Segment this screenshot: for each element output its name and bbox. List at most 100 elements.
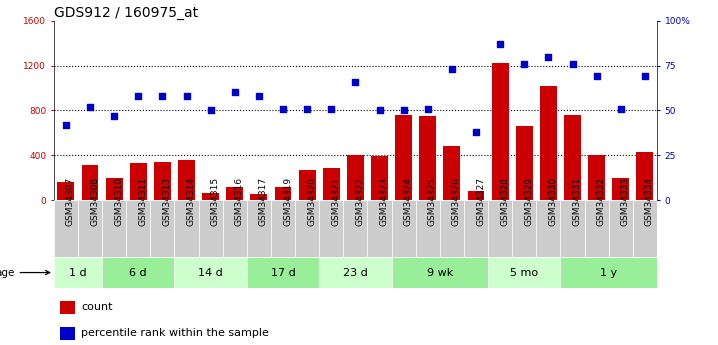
Bar xyxy=(492,63,508,200)
FancyBboxPatch shape xyxy=(54,200,78,257)
FancyBboxPatch shape xyxy=(174,257,247,288)
Point xyxy=(615,106,627,111)
FancyBboxPatch shape xyxy=(609,200,633,257)
Text: percentile rank within the sample: percentile rank within the sample xyxy=(81,328,269,338)
Point xyxy=(108,113,120,119)
Bar xyxy=(274,187,292,200)
FancyBboxPatch shape xyxy=(633,200,657,257)
FancyBboxPatch shape xyxy=(199,200,223,257)
FancyBboxPatch shape xyxy=(416,200,440,257)
Text: age: age xyxy=(0,268,50,277)
Point xyxy=(470,129,482,135)
Text: GSM34331: GSM34331 xyxy=(572,177,582,226)
Text: GSM34326: GSM34326 xyxy=(452,177,461,226)
Bar xyxy=(251,194,267,200)
Text: 1 d: 1 d xyxy=(69,268,87,277)
Text: GSM34334: GSM34334 xyxy=(645,177,654,226)
Bar xyxy=(467,191,485,200)
Text: GSM34320: GSM34320 xyxy=(307,177,316,226)
Point xyxy=(181,93,192,99)
Bar xyxy=(178,160,195,200)
Point xyxy=(84,104,95,110)
FancyBboxPatch shape xyxy=(584,200,609,257)
FancyBboxPatch shape xyxy=(247,200,271,257)
Text: GSM34327: GSM34327 xyxy=(476,177,485,226)
Point xyxy=(350,79,361,85)
Point xyxy=(325,106,337,111)
Text: GSM34325: GSM34325 xyxy=(428,177,437,226)
Point xyxy=(567,61,578,67)
Bar xyxy=(395,115,412,200)
Bar xyxy=(516,126,533,200)
Bar xyxy=(106,178,123,200)
Bar xyxy=(323,168,340,200)
Text: GSM34333: GSM34333 xyxy=(621,177,630,226)
Point xyxy=(398,108,409,113)
Text: 14 d: 14 d xyxy=(198,268,223,277)
Bar xyxy=(612,178,629,200)
FancyBboxPatch shape xyxy=(126,200,150,257)
Bar xyxy=(202,193,219,200)
FancyBboxPatch shape xyxy=(440,200,464,257)
Text: GSM34307: GSM34307 xyxy=(66,177,75,226)
Point xyxy=(446,66,457,72)
Bar xyxy=(636,152,653,200)
FancyBboxPatch shape xyxy=(343,200,368,257)
Text: GSM34319: GSM34319 xyxy=(283,177,292,226)
FancyBboxPatch shape xyxy=(271,200,295,257)
Text: GSM34322: GSM34322 xyxy=(355,177,365,226)
Point xyxy=(205,108,216,113)
Bar xyxy=(226,187,243,200)
FancyBboxPatch shape xyxy=(102,200,126,257)
Text: count: count xyxy=(81,303,113,313)
Point xyxy=(543,54,554,59)
Point xyxy=(495,41,506,47)
Bar xyxy=(60,301,75,314)
Point xyxy=(60,122,72,128)
Point xyxy=(157,93,168,99)
FancyBboxPatch shape xyxy=(78,200,102,257)
Bar xyxy=(299,170,316,200)
Text: GSM34311: GSM34311 xyxy=(139,177,147,226)
Text: GSM34323: GSM34323 xyxy=(380,177,388,226)
Text: 9 wk: 9 wk xyxy=(426,268,453,277)
FancyBboxPatch shape xyxy=(320,257,391,288)
FancyBboxPatch shape xyxy=(536,200,561,257)
FancyBboxPatch shape xyxy=(247,257,320,288)
Text: 5 mo: 5 mo xyxy=(510,268,538,277)
FancyBboxPatch shape xyxy=(512,200,536,257)
Point xyxy=(591,73,602,79)
FancyBboxPatch shape xyxy=(102,257,174,288)
Text: GSM34316: GSM34316 xyxy=(235,177,244,226)
Text: GSM34317: GSM34317 xyxy=(259,177,268,226)
Text: GSM34328: GSM34328 xyxy=(500,177,509,226)
Text: 17 d: 17 d xyxy=(271,268,295,277)
Text: 6 d: 6 d xyxy=(129,268,147,277)
Text: GSM34330: GSM34330 xyxy=(549,177,557,226)
Text: 1 y: 1 y xyxy=(600,268,617,277)
FancyBboxPatch shape xyxy=(223,200,247,257)
Text: GSM34324: GSM34324 xyxy=(404,177,413,226)
Point xyxy=(302,106,313,111)
Text: GSM34321: GSM34321 xyxy=(331,177,340,226)
Bar xyxy=(130,163,146,200)
Bar xyxy=(57,182,75,200)
FancyBboxPatch shape xyxy=(391,257,488,288)
Bar xyxy=(347,155,364,200)
Text: GSM34329: GSM34329 xyxy=(524,177,533,226)
Point xyxy=(229,90,241,95)
Text: GSM34308: GSM34308 xyxy=(90,177,99,226)
FancyBboxPatch shape xyxy=(561,200,584,257)
Text: GSM34332: GSM34332 xyxy=(597,177,606,226)
FancyBboxPatch shape xyxy=(174,200,199,257)
Point xyxy=(518,61,530,67)
FancyBboxPatch shape xyxy=(488,257,561,288)
Point xyxy=(253,93,265,99)
FancyBboxPatch shape xyxy=(488,200,512,257)
Point xyxy=(374,108,386,113)
Bar xyxy=(60,327,75,340)
Point xyxy=(639,73,651,79)
Bar xyxy=(82,165,98,200)
Bar xyxy=(564,115,581,200)
Bar xyxy=(588,155,605,200)
